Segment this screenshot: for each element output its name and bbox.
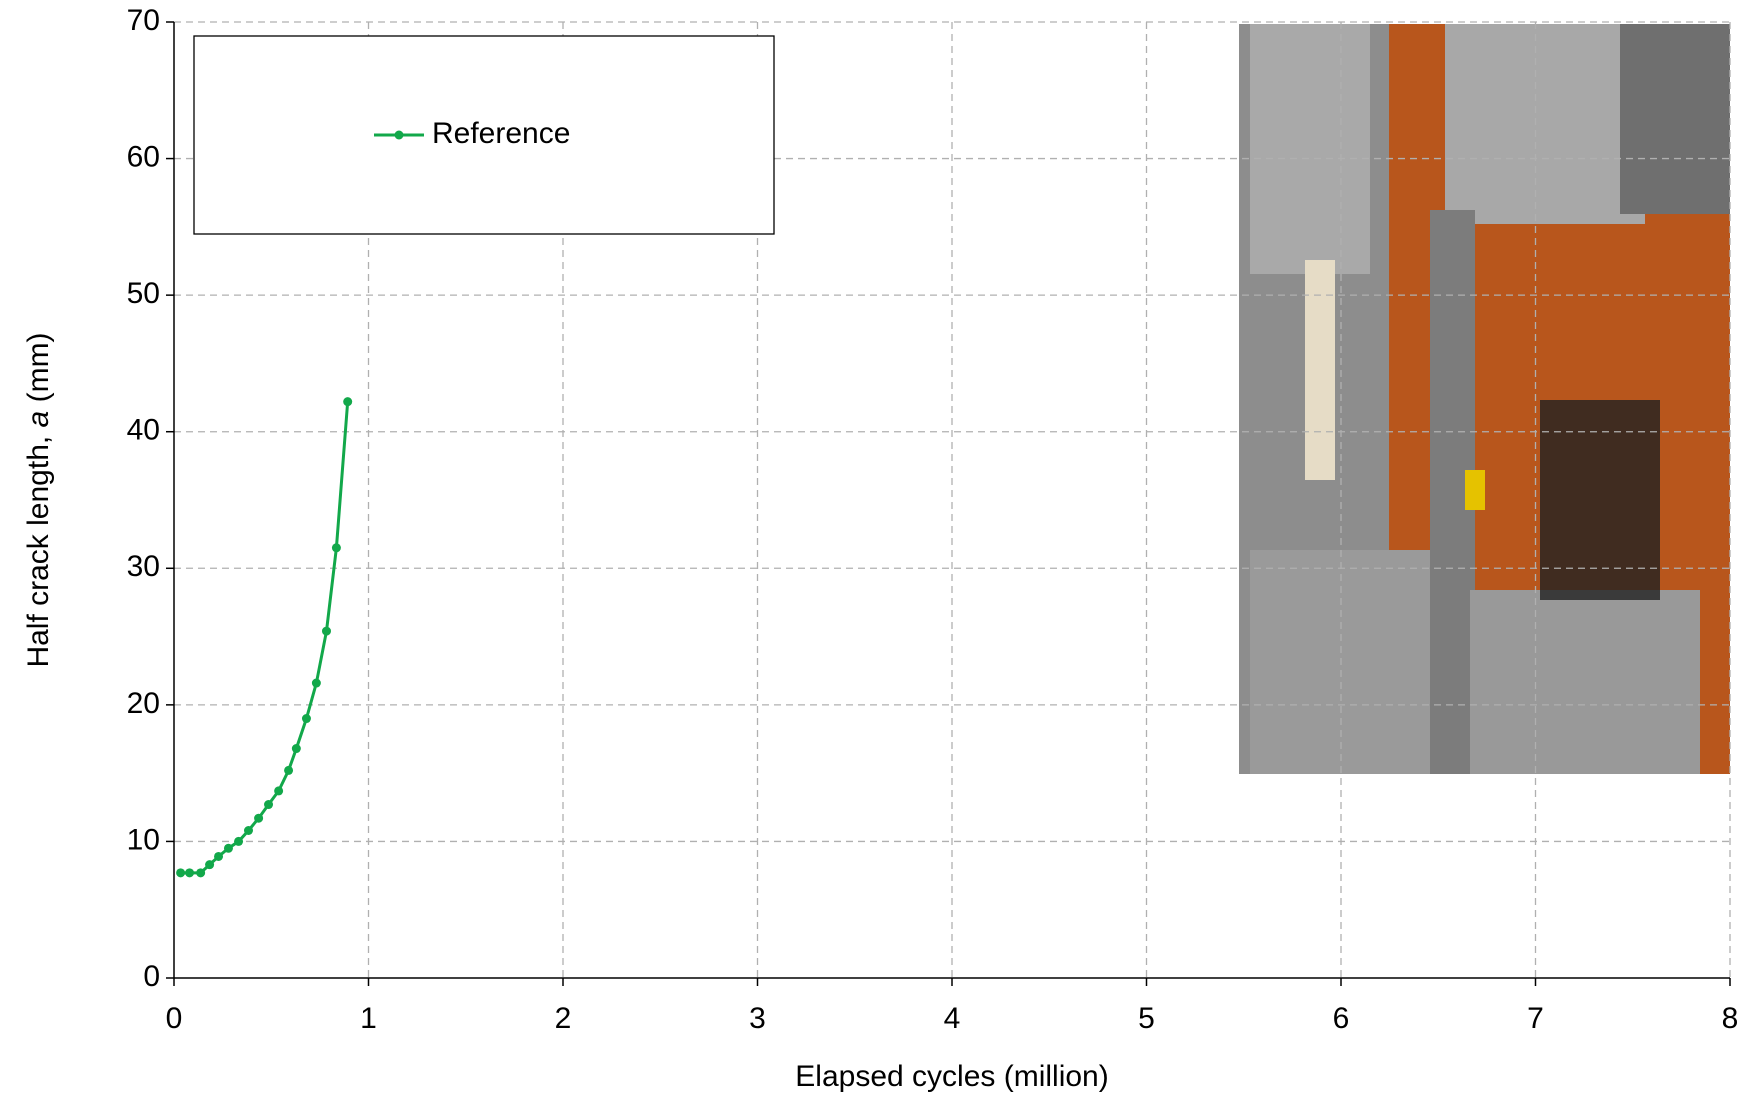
data-point xyxy=(284,765,294,775)
y-label-unit: (mm) xyxy=(22,332,55,410)
photo xyxy=(1239,24,1730,774)
data-point xyxy=(196,868,206,878)
y-tick-label: 10 xyxy=(127,823,160,856)
y-label-text: Half crack length, xyxy=(22,427,55,667)
y-tick-label: 0 xyxy=(143,960,160,993)
series-line xyxy=(180,401,350,875)
data-point xyxy=(254,813,264,823)
x-tick-label: 2 xyxy=(555,1002,572,1035)
x-tick-label: 3 xyxy=(749,1002,766,1035)
y-tick-label: 40 xyxy=(127,414,160,447)
data-point xyxy=(205,860,215,870)
data-point xyxy=(234,836,244,846)
data-point xyxy=(243,826,253,836)
data-point xyxy=(291,744,301,754)
y-tick-label: 20 xyxy=(127,687,160,720)
legend-label: Reference xyxy=(432,117,570,150)
data-point xyxy=(321,626,331,636)
data-point xyxy=(223,843,233,853)
data-point xyxy=(264,800,274,810)
data-point xyxy=(301,714,311,724)
data-point xyxy=(274,786,284,796)
data-point xyxy=(331,543,341,553)
y-label-variable: a xyxy=(22,411,55,428)
x-tick-label: 8 xyxy=(1722,1002,1739,1035)
data-point xyxy=(185,868,195,878)
legend-marker xyxy=(394,130,404,140)
y-tick-label: 70 xyxy=(127,4,160,37)
y-tick-label: 60 xyxy=(127,140,160,173)
x-tick-label: 0 xyxy=(166,1002,183,1035)
y-tick-label: 50 xyxy=(127,277,160,310)
x-tick-label: 4 xyxy=(944,1002,961,1035)
x-tick-label: 5 xyxy=(1138,1002,1155,1035)
data-point xyxy=(214,851,224,861)
x-tick-label: 7 xyxy=(1527,1002,1544,1035)
legend: Reference xyxy=(193,35,775,235)
data-point xyxy=(343,397,353,407)
data-point xyxy=(311,678,321,688)
y-tick-label: 30 xyxy=(127,550,160,583)
y-axis-label: Half crack length, a (mm) xyxy=(22,332,55,667)
x-tick-label: 1 xyxy=(360,1002,377,1035)
x-axis-label: Elapsed cycles (million) xyxy=(795,1060,1108,1093)
data-point xyxy=(176,868,186,878)
x-tick-label: 6 xyxy=(1333,1002,1350,1035)
